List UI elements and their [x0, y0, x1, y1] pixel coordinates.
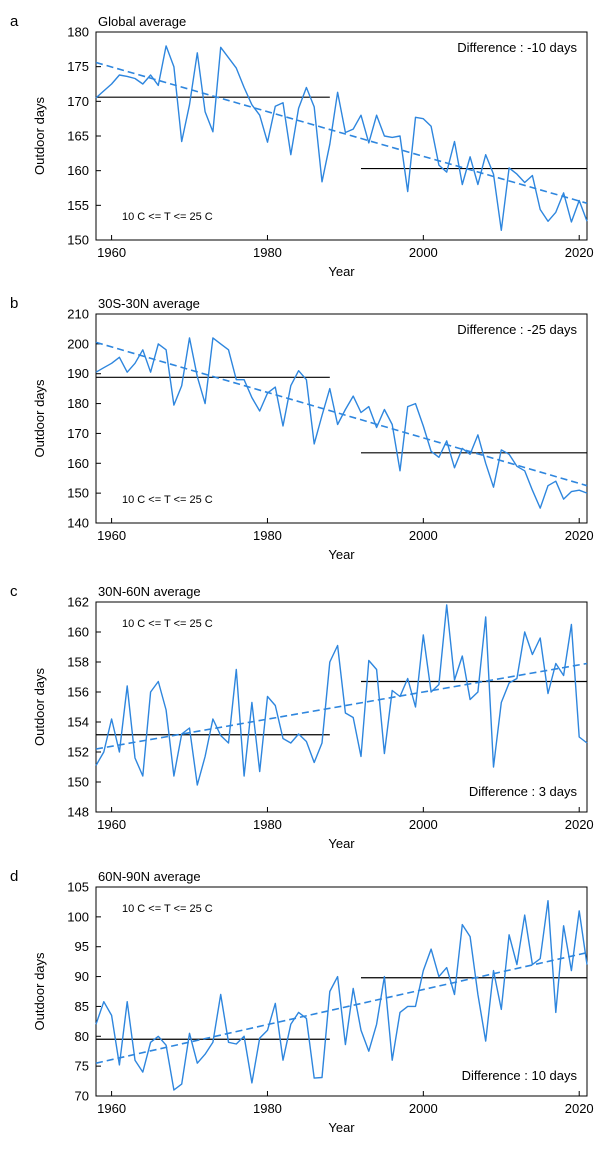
condition-label-a: 10 C <= T <= 25 C [122, 211, 213, 223]
y-tick-label-c-160: 160 [67, 625, 89, 640]
x-tick-label-b-1980: 1980 [253, 528, 282, 543]
trend-line-b [95, 341, 588, 487]
y-tick-label-d-85: 85 [75, 999, 89, 1014]
difference-label-b: Difference : -25 days [457, 322, 577, 337]
y-tick-label-a-165: 165 [67, 129, 89, 144]
x-axis-label-a: Year [328, 264, 355, 279]
panel-letter-b: b [10, 295, 18, 312]
plot-frame-c [95, 601, 588, 813]
y-tick-label-b-180: 180 [67, 396, 89, 411]
y-tick-label-c-150: 150 [67, 775, 89, 790]
y-axis-label-b: Outdoor days [32, 379, 47, 458]
x-tick-label-d-1960: 1960 [97, 1101, 126, 1116]
x-tick-label-c-1960: 1960 [97, 817, 126, 832]
y-tick-label-c-162: 162 [67, 595, 89, 610]
y-tick-label-a-155: 155 [67, 198, 89, 213]
y-tick-label-b-210: 210 [67, 307, 89, 322]
y-tick-label-b-160: 160 [67, 456, 89, 471]
y-tick-label-d-95: 95 [75, 939, 89, 954]
y-tick-label-a-180: 180 [67, 25, 89, 40]
plot-frame-a [95, 31, 588, 241]
series-line-a [95, 45, 588, 232]
y-tick-label-d-90: 90 [75, 969, 89, 984]
panel-title-a: Global average [98, 14, 186, 29]
y-tick-label-c-152: 152 [67, 745, 89, 760]
y-tick-label-b-200: 200 [67, 336, 89, 351]
x-tick-label-a-1960: 1960 [97, 245, 126, 260]
x-tick-label-d-2020: 2020 [565, 1101, 594, 1116]
series-line-c [95, 604, 588, 786]
x-tick-label-c-1980: 1980 [253, 817, 282, 832]
x-tick-label-a-2000: 2000 [409, 245, 438, 260]
y-tick-label-c-158: 158 [67, 655, 89, 670]
difference-label-c: Difference : 3 days [469, 784, 578, 799]
y-tick-label-d-105: 105 [67, 880, 89, 895]
panel-letter-c: c [10, 583, 18, 600]
panel-title-d: 60N-90N average [98, 869, 201, 884]
x-tick-label-b-1960: 1960 [97, 528, 126, 543]
x-tick-label-b-2000: 2000 [409, 528, 438, 543]
x-tick-label-b-2020: 2020 [565, 528, 594, 543]
y-tick-label-d-70: 70 [75, 1089, 89, 1104]
panel-title-b: 30S-30N average [98, 296, 200, 311]
y-tick-label-b-190: 190 [67, 366, 89, 381]
panel-letter-a: a [10, 13, 19, 30]
panel-letter-d: d [10, 868, 18, 885]
y-tick-label-c-148: 148 [67, 805, 89, 820]
trend-line-a [95, 61, 588, 205]
x-axis-label-b: Year [328, 547, 355, 562]
y-tick-label-a-170: 170 [67, 94, 89, 109]
x-tick-label-a-2020: 2020 [565, 245, 594, 260]
plot-frame-b [95, 313, 588, 524]
series-line-d [95, 900, 588, 1091]
y-tick-label-a-150: 150 [67, 233, 89, 248]
x-tick-label-d-2000: 2000 [409, 1101, 438, 1116]
y-tick-label-d-100: 100 [67, 909, 89, 924]
plot-frame-d [95, 886, 588, 1097]
y-tick-label-d-80: 80 [75, 1029, 89, 1044]
x-tick-label-c-2000: 2000 [409, 817, 438, 832]
x-axis-label-d: Year [328, 1120, 355, 1135]
x-axis-label-c: Year [328, 836, 355, 851]
y-tick-label-b-170: 170 [67, 426, 89, 441]
difference-label-d: Difference : 10 days [462, 1068, 578, 1083]
y-tick-label-b-140: 140 [67, 516, 89, 531]
x-tick-label-d-1980: 1980 [253, 1101, 282, 1116]
y-tick-label-a-175: 175 [67, 59, 89, 74]
trend-line-c [95, 662, 588, 750]
condition-label-c: 10 C <= T <= 25 C [122, 618, 213, 630]
y-axis-label-d: Outdoor days [32, 952, 47, 1031]
y-tick-label-d-75: 75 [75, 1059, 89, 1074]
y-tick-label-a-160: 160 [67, 163, 89, 178]
condition-label-d: 10 C <= T <= 25 C [122, 903, 213, 915]
panel-title-c: 30N-60N average [98, 584, 201, 599]
difference-label-a: Difference : -10 days [457, 40, 577, 55]
series-line-b [95, 337, 588, 509]
y-tick-label-c-156: 156 [67, 685, 89, 700]
condition-label-b: 10 C <= T <= 25 C [122, 494, 213, 506]
y-axis-label-c: Outdoor days [32, 667, 47, 746]
x-tick-label-a-1980: 1980 [253, 245, 282, 260]
x-tick-label-c-2020: 2020 [565, 817, 594, 832]
y-tick-label-c-154: 154 [67, 715, 89, 730]
y-tick-label-b-150: 150 [67, 486, 89, 501]
y-axis-label-a: Outdoor days [32, 96, 47, 175]
